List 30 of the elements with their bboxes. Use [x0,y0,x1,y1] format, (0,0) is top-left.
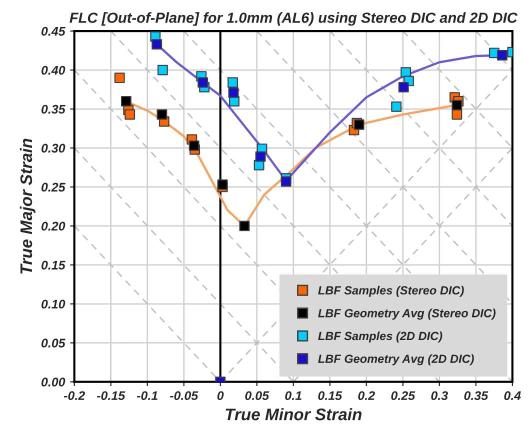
legend-label: LBF Geometry Avg (Stereo DIC) [318,308,496,320]
x-tick-label: -0.05 [170,391,198,400]
y-tick-label: 0.45 [42,26,66,36]
y-tick-label: 0.15 [42,260,66,270]
x-tick-label: -0.15 [96,391,126,400]
x-tick-label: 0.4 [504,391,521,400]
x-tick-label: 0.25 [391,391,416,400]
y-tick-label: 0.00 [42,378,66,386]
y-tick-label: 0.20 [42,222,66,231]
y-tick-label: 0.30 [42,144,66,153]
y-tick-label: 0.05 [42,338,66,348]
x-tick-label: -0.1 [136,391,158,400]
y-axis-title: True Major Strain [20,138,36,274]
y-tick-label: 0.25 [42,182,66,192]
x-tick-label: 0.1 [285,391,302,400]
y-tick-label: 0.40 [42,66,66,75]
y-tick-label: 0.35 [42,104,66,114]
x-tick-label: 0.35 [464,391,488,400]
x-tick-label: -0.2 [64,391,85,400]
x-tick-label: 0.2 [358,391,375,400]
legend-label: LBF Geometry Avg (2D DIC) [318,354,474,366]
x-tick-label: 0.3 [431,391,448,400]
x-tick-label: 0 [217,391,224,400]
y-tick-label: 0.10 [42,300,66,309]
x-axis-title: True Minor Strain [226,408,362,420]
x-tick-label: 0.05 [245,391,270,400]
x-tick-label: 0.15 [318,391,342,400]
chart-title: FLC [Out-of-Plane] for 1.0mm (AL6) using Stereo DIC and 2D DIC [70,12,518,26]
legend-label: LBF Samples (2D DIC) [318,331,442,342]
legend-label: LBF Samples (Stereo DIC) [318,286,464,297]
